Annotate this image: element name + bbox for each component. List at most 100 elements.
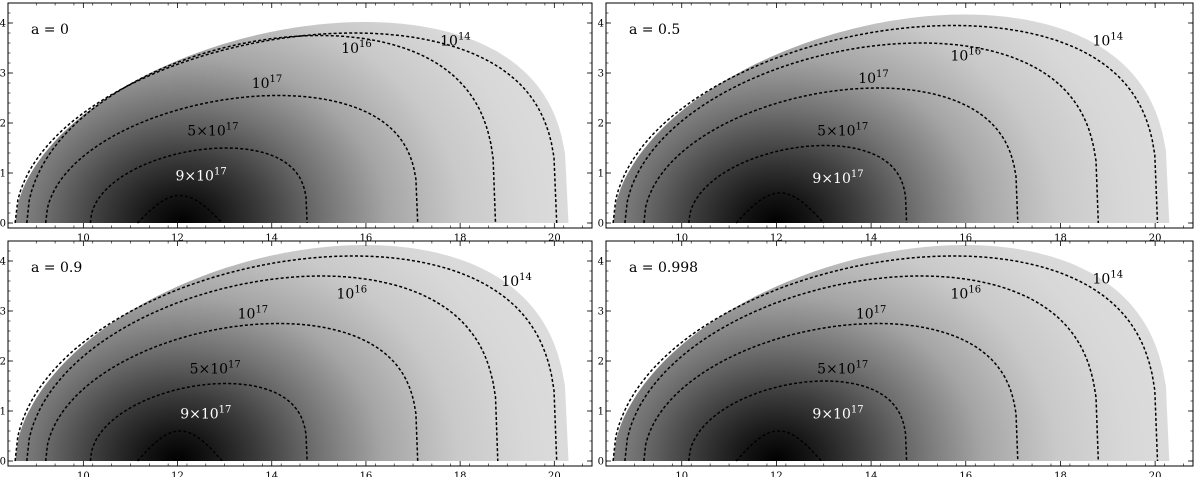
- y-tick-label: 4: [0, 257, 6, 268]
- contour-label-base: 10: [440, 34, 458, 50]
- y-tick-label: 1: [598, 407, 604, 418]
- contour-label-base: 5×10: [190, 362, 228, 378]
- contour-label: 1016: [337, 285, 368, 303]
- contour-label-base: 10: [337, 287, 355, 303]
- contour-label-base: 9×10: [180, 407, 218, 423]
- contour-label: 5×1017: [187, 122, 238, 140]
- x-tick-label: 10: [675, 471, 688, 477]
- contour-label-exponent: 16: [968, 47, 981, 58]
- panel-label: a = 0.5: [629, 22, 680, 38]
- contour-line: [136, 194, 223, 224]
- contour-line: [44, 94, 419, 224]
- contour-label-exponent: 16: [354, 285, 367, 296]
- x-tick-label: 12: [770, 471, 783, 477]
- contour-line: [26, 275, 499, 462]
- contour-line: [735, 192, 825, 224]
- x-tick-label: 18: [454, 471, 467, 477]
- contour-label-exponent: 17: [228, 360, 241, 371]
- density-field: [613, 14, 1170, 223]
- x-tick-label: 20: [548, 471, 561, 477]
- panel-label: a = 0: [31, 22, 69, 38]
- y-tick-label: 0: [0, 219, 6, 230]
- contour-label-base: 9×10: [812, 407, 850, 423]
- contour-label-base: 10: [238, 307, 256, 323]
- contour-label-exponent: 17: [856, 122, 869, 133]
- contour-label-exponent: 16: [359, 39, 372, 50]
- contour-label-base: 9×10: [176, 169, 214, 185]
- contour-label: 5×1017: [817, 360, 868, 378]
- x-tick-label: 18: [1054, 233, 1067, 244]
- contour-label-exponent: 14: [1110, 270, 1123, 281]
- contour-line: [612, 24, 1159, 224]
- contour-label-exponent: 14: [458, 32, 471, 43]
- y-tick-label: 1: [598, 169, 604, 180]
- contour-label-base: 9×10: [812, 171, 850, 187]
- contour-label: 1017: [252, 74, 283, 92]
- contour-line: [136, 430, 223, 462]
- x-tick-label: 16: [959, 233, 972, 244]
- contour-label-base: 10: [856, 307, 874, 323]
- x-tick-label: 18: [1054, 471, 1067, 477]
- contour-line: [624, 42, 1100, 224]
- density-field: [15, 22, 569, 223]
- x-tick-label: 20: [548, 233, 561, 244]
- contour-label: 1014: [1093, 270, 1124, 288]
- contour-label-exponent: 17: [851, 405, 864, 416]
- contour-line: [624, 275, 1100, 462]
- x-tick-label: 20: [1149, 471, 1162, 477]
- contour-label: 1014: [1093, 32, 1124, 50]
- x-tick-label: 14: [265, 233, 278, 244]
- contour-label-base: 5×10: [187, 124, 225, 140]
- x-tick-label: 10: [675, 233, 688, 244]
- contour-line: [612, 255, 1159, 462]
- contour-label-base: 5×10: [817, 124, 855, 140]
- y-tick-label: 1: [0, 169, 6, 180]
- contour-label: 1016: [341, 39, 372, 57]
- y-tick-label: 4: [598, 19, 604, 30]
- contour-label: 1014: [440, 32, 471, 50]
- contour-label: 9×1017: [812, 169, 863, 187]
- contour-label-base: 10: [1093, 34, 1111, 50]
- contour-label-base: 10: [858, 71, 876, 87]
- y-tick-label: 2: [598, 119, 604, 130]
- contour-label-base: 10: [1093, 272, 1111, 288]
- contour-label-base: 10: [252, 76, 270, 92]
- y-tick-label: 0: [0, 457, 6, 468]
- contour-label-base: 5×10: [817, 362, 855, 378]
- x-tick-label: 12: [171, 233, 184, 244]
- y-tick-label: 3: [598, 307, 604, 318]
- contour-label: 1016: [951, 285, 982, 303]
- contour-line: [26, 34, 497, 224]
- x-tick-label: 10: [77, 471, 90, 477]
- contour-label-base: 10: [951, 49, 969, 65]
- contour-label-exponent: 17: [214, 167, 227, 178]
- panel-label: a = 0.998: [629, 260, 698, 276]
- contour-line: [688, 144, 908, 224]
- contour-label: 1017: [856, 305, 887, 323]
- x-tick-label: 12: [770, 233, 783, 244]
- contour-label-exponent: 17: [851, 169, 864, 180]
- x-tick-label: 12: [171, 471, 184, 477]
- contour-label: 1016: [951, 47, 982, 65]
- y-tick-label: 3: [598, 69, 604, 80]
- contour-line: [44, 322, 419, 462]
- contour-label: 5×1017: [190, 360, 241, 378]
- contour-label: 9×1017: [180, 405, 231, 423]
- x-tick-label: 16: [360, 471, 373, 477]
- contour-label: 1014: [501, 272, 532, 290]
- contour-label-exponent: 14: [519, 272, 532, 283]
- contour-label-base: 10: [951, 287, 969, 303]
- contour-label-exponent: 17: [219, 405, 232, 416]
- y-tick-label: 4: [598, 257, 604, 268]
- y-tick-label: 0: [598, 219, 604, 230]
- x-tick-label: 16: [959, 471, 972, 477]
- y-tick-label: 2: [0, 119, 6, 130]
- y-tick-label: 4: [0, 19, 6, 30]
- contour-label: 9×1017: [812, 405, 863, 423]
- x-tick-label: 14: [865, 471, 878, 477]
- contour-line: [89, 382, 308, 462]
